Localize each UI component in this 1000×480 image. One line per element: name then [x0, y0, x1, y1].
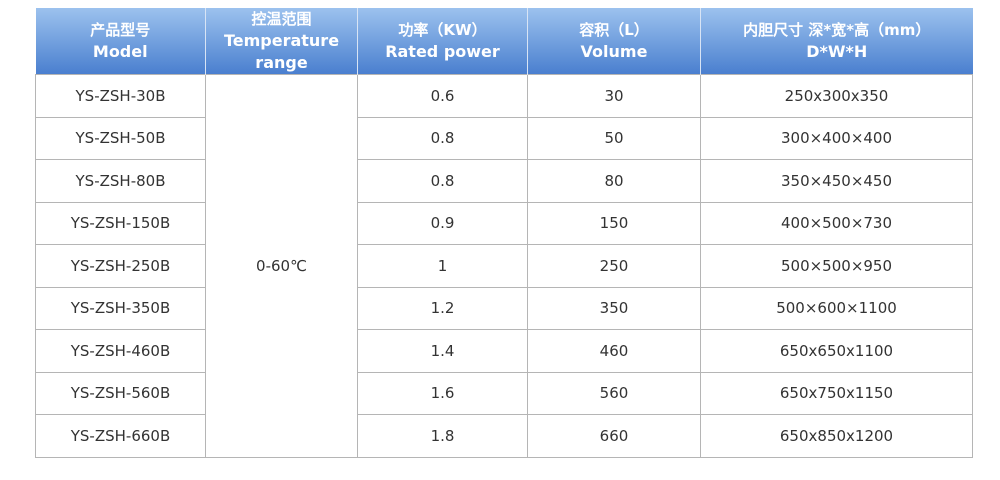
header-en: Temperature range [223, 31, 340, 72]
table-cell: 560 [527, 371, 701, 415]
table-cell: 1.2 [357, 286, 528, 330]
table-cell: 0.6 [357, 74, 528, 118]
header-en: Model [92, 42, 148, 61]
table-row: YS-ZSH-80B 0.8 80 350×450×450 [35, 159, 973, 203]
table-cell: 350×450×450 [700, 159, 973, 203]
header-cell: 内胆尺寸 深*宽*高（mm） D*W*H [700, 8, 973, 75]
table-cell: 0.8 [357, 159, 528, 203]
table-cell: 500×600×1100 [700, 286, 973, 330]
table-row: YS-ZSH-560B 1.6 560 650x750x1150 [35, 371, 973, 415]
table-cell: 650x750x1150 [700, 371, 973, 415]
table-cell: 1.8 [357, 414, 528, 458]
header-en: Volume [580, 42, 648, 61]
table-cell: 500×500×950 [700, 244, 973, 288]
table-cell: 300×400×400 [700, 116, 973, 160]
table-cell: 350 [527, 286, 701, 330]
table-row: YS-ZSH-460B 1.4 460 650x650x1100 [35, 329, 973, 373]
table-cell: 80 [527, 159, 701, 203]
table-row: YS-ZSH-30B 0-60℃ 0.6 30 250x300x350 [35, 74, 973, 458]
table-cell: 650x650x1100 [700, 329, 973, 373]
table-cell: 50 [527, 116, 701, 160]
table-row: YS-ZSH-50B 0.8 50 300×400×400 [35, 116, 973, 160]
header-zh: 控温范围 [251, 10, 312, 28]
table-cell: 460 [527, 329, 701, 373]
header-cell: 控温范围 Temperature range [205, 8, 358, 75]
table-row: YS-ZSH-250B 1 250 500×500×950 [35, 244, 973, 288]
table-cell: 400×500×730 [700, 201, 973, 245]
table-cell: 650x850x1200 [700, 414, 973, 458]
table-cell: YS-ZSH-50B [35, 116, 206, 160]
table-cell: 250x300x350 [700, 74, 973, 118]
table-row: YS-ZSH-350B 1.2 350 500×600×1100 [35, 286, 973, 330]
table-cell: YS-ZSH-660B [35, 414, 206, 458]
header-zh: 产品型号 [90, 21, 151, 39]
header-cell: 容积（L） Volume [527, 8, 701, 75]
header-zh: 内胆尺寸 深*宽*高（mm） [743, 21, 931, 39]
table-cell: 250 [527, 244, 701, 288]
table-cell: YS-ZSH-350B [35, 286, 206, 330]
table-cell: YS-ZSH-250B [35, 244, 206, 288]
table-cell: 0.8 [357, 116, 528, 160]
header-zh: 功率（KW） [398, 21, 487, 39]
table-cell: YS-ZSH-460B [35, 329, 206, 373]
header-en: Rated power [385, 42, 500, 61]
header-cell: 功率（KW） Rated power [357, 8, 528, 75]
table-cell: 1 [357, 244, 528, 288]
table-cell: 30 [527, 74, 701, 118]
header-zh: 容积（L） [579, 21, 649, 39]
header-row: 产品型号 Model 控温范围 Temperature range 功率（KW） Rate… [35, 8, 973, 75]
table-cell: YS-ZSH-30B [35, 74, 206, 118]
table-cell: YS-ZSH-80B [35, 159, 206, 203]
table-cell: 660 [527, 414, 701, 458]
header-en: D*W*H [806, 42, 868, 61]
table-cell: 150 [527, 201, 701, 245]
temperature-cell: 0-60℃ [205, 74, 358, 458]
header-cell: 产品型号 Model [35, 8, 206, 75]
table-cell: YS-ZSH-150B [35, 201, 206, 245]
table-row: YS-ZSH-660B 1.8 660 650x850x1200 [35, 414, 973, 458]
table-row: YS-ZSH-150B 0.9 150 400×500×730 [35, 201, 973, 245]
table-cell: 1.6 [357, 371, 528, 415]
table-cell: 0.9 [357, 201, 528, 245]
table-cell: 1.4 [357, 329, 528, 373]
spec-table: 产品型号 Model 控温范围 Temperature range 功率（KW） Rate… [35, 8, 973, 458]
table-cell: YS-ZSH-560B [35, 371, 206, 415]
table-body: YS-ZSH-30B 0-60℃ 0.6 30 250x300x350 YS-ZSH-50… [35, 74, 973, 458]
